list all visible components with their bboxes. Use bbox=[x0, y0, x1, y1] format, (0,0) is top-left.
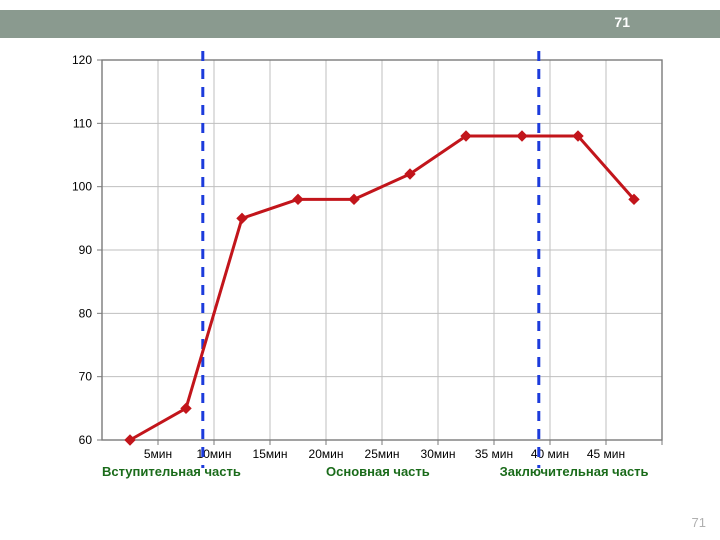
x-tick-label: 45 мин bbox=[587, 447, 625, 461]
x-tick-label: 15мин bbox=[253, 447, 288, 461]
x-tick-label: 25мин bbox=[365, 447, 400, 461]
x-tick-label: 40 мин bbox=[531, 447, 569, 461]
x-tick-label: 30мин bbox=[421, 447, 456, 461]
y-tick-label: 90 bbox=[79, 243, 93, 257]
x-tick-label: 35 мин bbox=[475, 447, 513, 461]
y-tick-label: 80 bbox=[79, 306, 93, 320]
section-label: Вступительная часть bbox=[102, 464, 241, 479]
section-label: Заключительная часть bbox=[500, 464, 649, 479]
chart-container: 607080901001101205мин10мин15мин20мин25ми… bbox=[40, 50, 680, 480]
page-number-top: 71 bbox=[614, 14, 630, 30]
section-label: Основная часть bbox=[326, 464, 430, 479]
page-number-bottom: 71 bbox=[692, 515, 706, 530]
y-tick-label: 60 bbox=[79, 433, 93, 447]
header-bar bbox=[0, 10, 720, 38]
y-tick-label: 110 bbox=[73, 116, 92, 130]
line-chart: 607080901001101205мин10мин15мин20мин25ми… bbox=[40, 50, 680, 480]
y-tick-label: 70 bbox=[79, 370, 93, 384]
x-tick-label: 20мин bbox=[309, 447, 344, 461]
y-tick-label: 120 bbox=[72, 53, 92, 67]
x-tick-label: 5мин bbox=[144, 447, 172, 461]
y-tick-label: 100 bbox=[72, 180, 92, 194]
